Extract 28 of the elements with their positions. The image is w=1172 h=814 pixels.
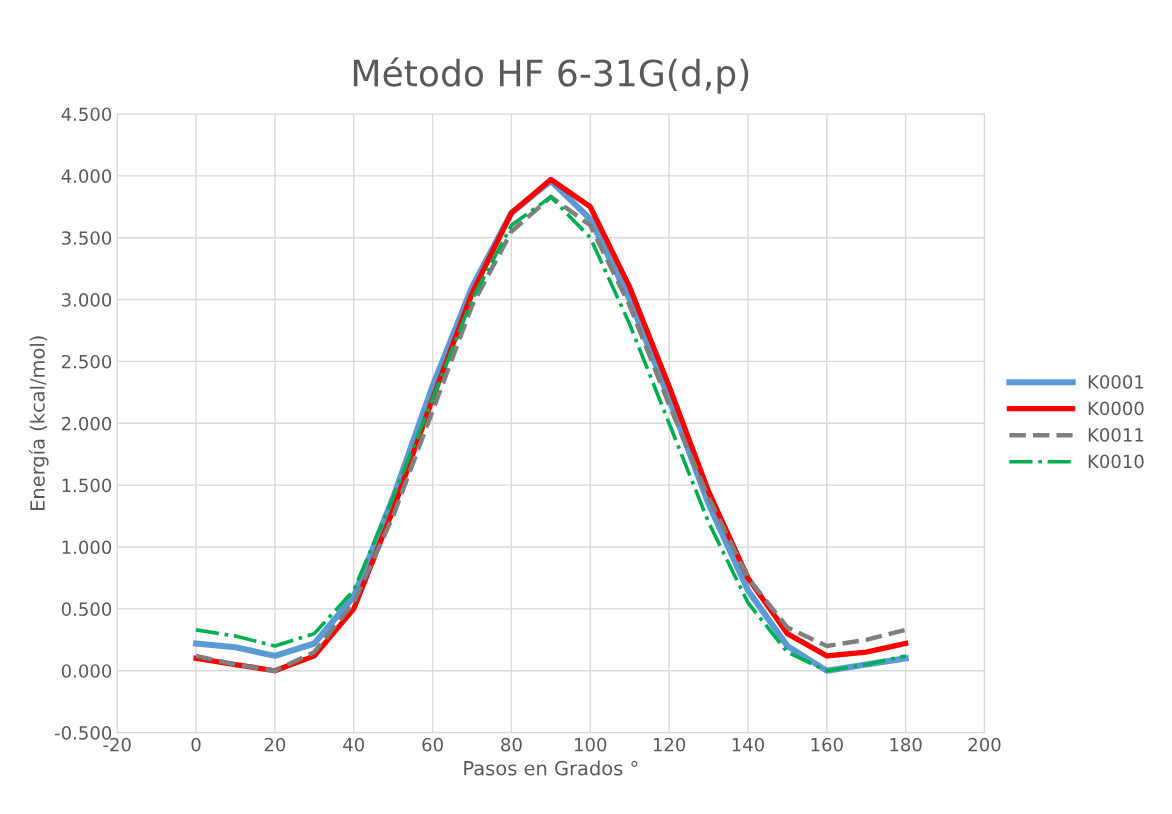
y-tick-label: 0.500: [61, 602, 112, 616]
y-tick-label: 4.000: [61, 169, 112, 183]
chart-title: Método HF 6-31G(d,p): [353, 57, 749, 94]
legend-label: K0000: [1088, 401, 1144, 416]
x-tick-label: 100: [575, 737, 607, 752]
x-tick-label: 40: [343, 737, 365, 752]
x-tick-label: 60: [422, 737, 443, 752]
x-tick-label: 80: [501, 737, 522, 752]
y-tick-label: 2.000: [61, 416, 112, 431]
x-tick-label: 140: [732, 737, 764, 752]
legend-label: K0011: [1088, 428, 1144, 442]
legend-label: K0010: [1088, 454, 1144, 469]
y-tick-label: 1.500: [62, 478, 112, 493]
y-tick-label: 3.000: [62, 293, 112, 307]
x-axis-title: Pasos en Grados °: [464, 760, 638, 776]
x-tick-label: 180: [890, 737, 922, 752]
legend-label: K0001: [1088, 375, 1144, 389]
y-tick-label: 0.000: [61, 664, 112, 678]
x-tick-label: 120: [653, 737, 686, 752]
y-tick-label: 1.000: [62, 540, 112, 555]
y-tick-label: 4.500: [61, 107, 112, 122]
y-axis-title: Energía (kcal/mol): [28, 336, 49, 511]
x-tick-label: 20: [264, 737, 286, 752]
y-tick-label: 2.500: [61, 354, 112, 369]
x-tick-label: 200: [968, 737, 1001, 752]
x-tick-label: 0: [191, 737, 201, 752]
y-tick-label: 3.500: [62, 231, 112, 245]
x-tick-label: 160: [811, 737, 843, 752]
